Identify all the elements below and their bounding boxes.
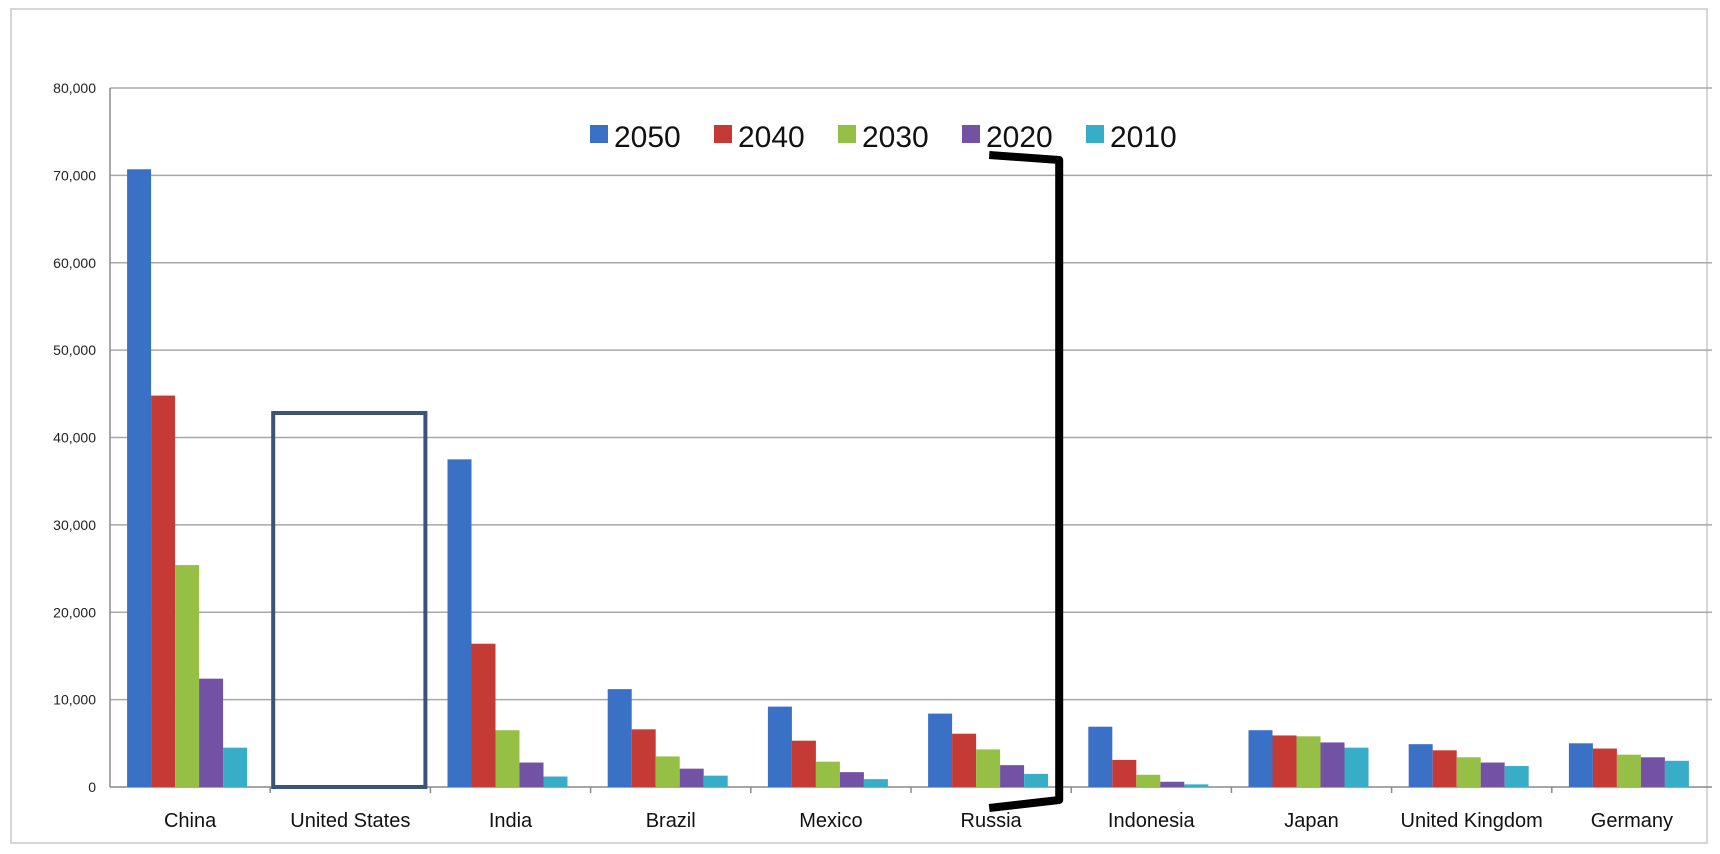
bar [1112,759,1137,787]
y-tick-label: 70,000 [53,167,96,183]
bar [1320,742,1345,787]
legend-label: 2040 [738,121,805,154]
legend-label: 2020 [986,121,1053,154]
legend-label: 2010 [1110,121,1177,154]
y-tick-label: 80,000 [53,80,96,96]
bar [1088,726,1113,787]
bar [127,169,152,788]
bar [607,689,632,787]
bar [1456,757,1481,787]
bar [1184,784,1209,787]
category-label: Russia [961,810,1023,832]
bar [495,730,520,787]
bar [1432,750,1457,787]
category-label: China [164,810,217,832]
legend-swatch [1086,125,1104,143]
category-label: United Kingdom [1401,810,1543,832]
bar [543,776,568,787]
bar [175,565,200,787]
bracket-annotation [988,151,1064,812]
bar [631,729,656,787]
bar [1272,735,1297,787]
bar [767,706,792,787]
legend-label: 2050 [614,121,681,154]
bar [679,768,704,787]
legend-swatch [714,125,732,143]
bar [1480,762,1505,787]
bar [1248,730,1273,787]
bar [1000,765,1025,787]
bar [655,756,680,787]
y-tick-label: 40,000 [53,430,96,446]
legend-swatch [590,125,608,143]
category-label: Indonesia [1108,810,1196,832]
category-label: India [489,810,533,832]
legend-swatch [962,125,980,143]
bar [952,733,977,787]
legend-swatch [838,125,856,143]
category-label: Mexico [799,810,862,832]
bar [928,713,953,787]
bar [863,779,888,787]
bar [839,772,864,787]
bar [471,643,496,787]
y-tick-label: 10,000 [53,692,96,708]
bar [151,395,176,787]
bar [1616,754,1641,787]
y-tick-label: 50,000 [53,342,96,358]
bar [1344,747,1369,787]
bar [1296,736,1321,787]
y-tick-label: 60,000 [53,255,96,271]
legend-label: 2030 [862,121,929,154]
y-tick-label: 20,000 [53,604,96,620]
y-tick-label: 30,000 [53,517,96,533]
bar [447,459,472,787]
bar [1160,781,1185,787]
bar [519,762,544,787]
bar [1568,743,1593,787]
bar [791,740,816,787]
bar [1592,748,1617,787]
bar [199,678,224,787]
bar [1504,766,1529,787]
category-label: Brazil [646,810,696,832]
bar [1640,757,1665,787]
bar [1664,760,1689,787]
category-label: Japan [1284,810,1339,832]
category-label: Germany [1591,810,1673,832]
chart-frame [10,8,1708,844]
highlight-box [271,411,428,789]
bar [223,747,248,787]
bar [1408,744,1433,787]
category-label: United States [290,810,410,832]
bar [815,761,840,787]
bar [976,749,1001,787]
bar [1136,774,1161,787]
bar [1024,773,1049,787]
y-tick-label: 0 [88,779,96,795]
bar [703,775,728,787]
